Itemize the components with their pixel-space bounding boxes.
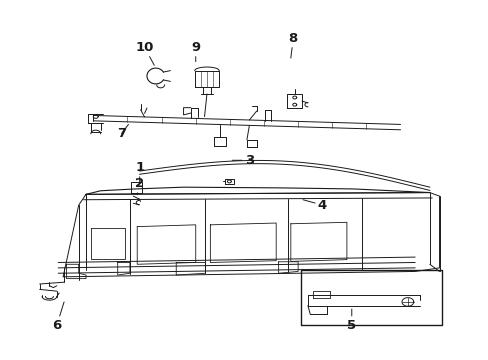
Text: 2: 2 [135,177,144,194]
Text: 3: 3 [232,154,253,167]
Text: 7: 7 [117,125,128,140]
Text: 4: 4 [303,199,326,212]
Text: 6: 6 [52,302,64,332]
Text: 1: 1 [135,161,144,182]
Text: 9: 9 [191,41,200,62]
Text: 8: 8 [288,32,297,58]
Text: 5: 5 [346,309,356,332]
Text: 10: 10 [135,41,154,65]
